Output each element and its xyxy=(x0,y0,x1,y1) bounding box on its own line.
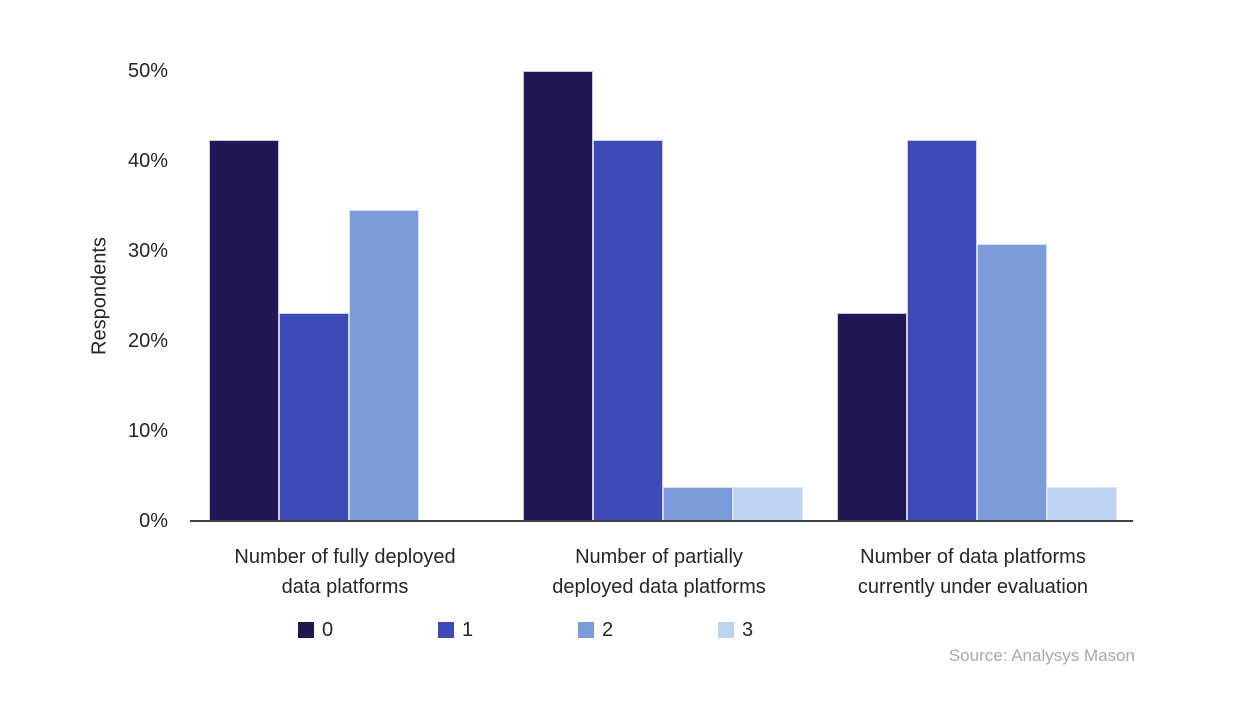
category-label: Number of fully deployed data platforms xyxy=(165,542,525,602)
y-tick-label: 40% xyxy=(127,150,168,172)
category-label-line: Number of partially xyxy=(575,546,743,568)
x-axis-line xyxy=(190,520,1133,522)
bar-series-2-category-2 xyxy=(663,487,733,521)
legend-item-3: 3 xyxy=(718,620,753,640)
bar-series-1-category-2 xyxy=(593,140,663,521)
bar-series-0-category-1 xyxy=(209,140,279,521)
bar-series-1-category-1 xyxy=(279,313,349,521)
bar-series-3-category-3 xyxy=(1047,487,1117,521)
category-label: Number of partially deployed data platfor… xyxy=(479,542,839,602)
category-label-line: data platforms xyxy=(281,576,409,598)
category-label-line: Number of fully deployed xyxy=(234,546,456,568)
category-label-line: deployed data platforms xyxy=(552,576,766,598)
legend-swatch-icon xyxy=(578,622,594,638)
bar-series-0-category-2 xyxy=(523,71,593,521)
legend-label: 2 xyxy=(602,619,614,641)
y-tick-label: 50% xyxy=(127,60,168,82)
legend-swatch-icon xyxy=(718,622,734,638)
legend-swatch-icon xyxy=(438,622,454,638)
y-tick-label: 0% xyxy=(139,510,168,532)
y-tick-label: 10% xyxy=(127,420,168,442)
legend-item-0: 0 xyxy=(298,620,333,640)
legend-label: 1 xyxy=(462,619,474,641)
category-label: Number of data platforms currently under … xyxy=(793,542,1153,602)
bar-series-0-category-3 xyxy=(837,313,907,521)
y-tick-label: 30% xyxy=(127,240,168,262)
bar-series-2-category-3 xyxy=(977,244,1047,521)
bar-series-2-category-1 xyxy=(349,210,419,521)
category-label-line: currently under evaluation xyxy=(857,576,1089,598)
y-tick-label: 20% xyxy=(127,330,168,352)
legend-swatch-icon xyxy=(298,622,314,638)
source-caption: Source: Analysys Mason xyxy=(948,646,1135,665)
legend-item-2: 2 xyxy=(578,620,613,640)
bar-series-3-category-2 xyxy=(733,487,803,521)
legend-label: 0 xyxy=(322,619,334,641)
category-label-line: Number of data platforms xyxy=(860,546,1086,568)
legend-item-1: 1 xyxy=(438,620,473,640)
bar-series-1-category-3 xyxy=(907,140,977,521)
legend-label: 3 xyxy=(742,619,754,641)
